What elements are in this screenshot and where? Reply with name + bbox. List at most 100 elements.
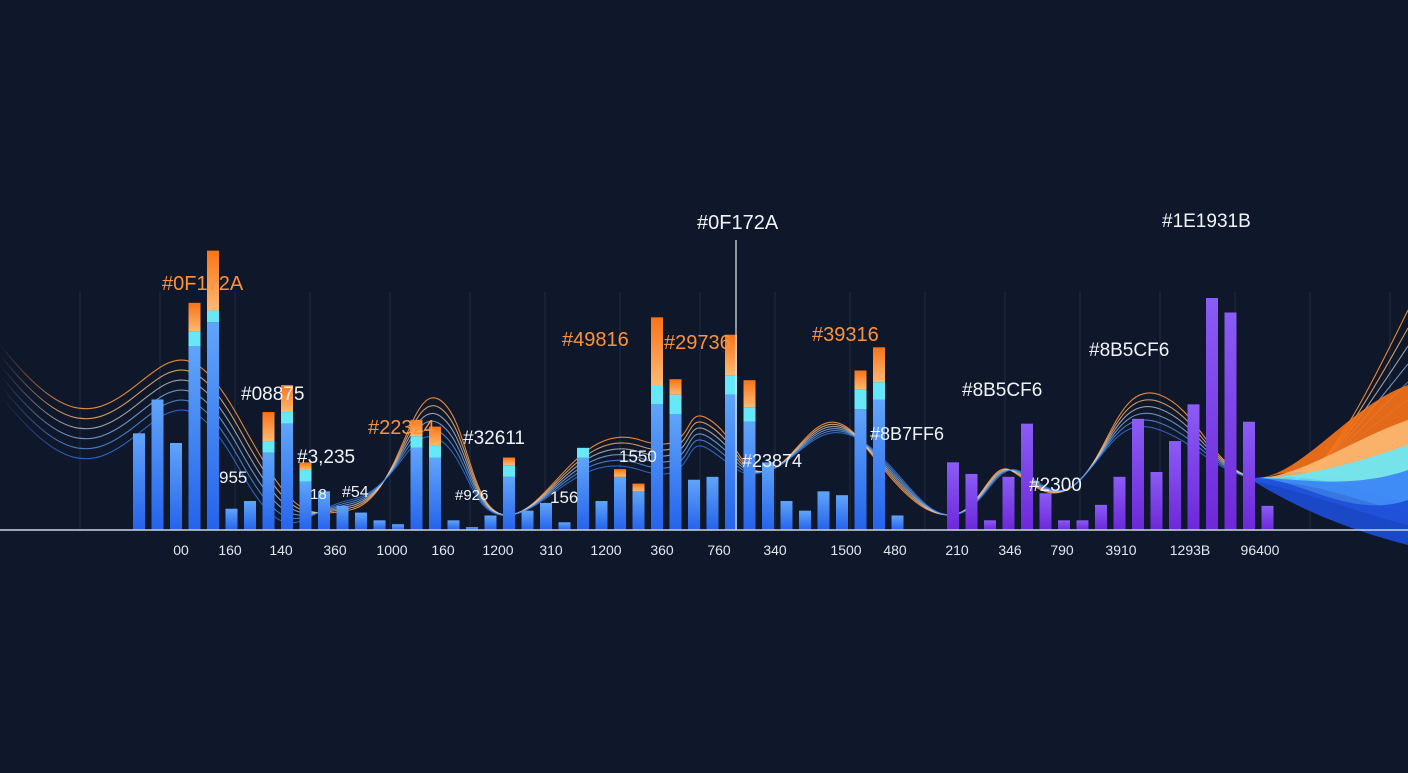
bar-segment-orange bbox=[188, 302, 201, 332]
bar bbox=[873, 399, 885, 530]
x-tick-label: 00 bbox=[173, 542, 189, 558]
bar bbox=[244, 501, 256, 530]
bar-segment-orange bbox=[262, 412, 275, 442]
bar bbox=[503, 476, 515, 530]
bar-segment-cyan bbox=[429, 445, 441, 458]
annotation-label: #23874 bbox=[742, 451, 802, 471]
bar bbox=[984, 520, 996, 530]
bar-segment-orange bbox=[743, 380, 756, 408]
bar bbox=[688, 479, 700, 530]
bar-segment-cyan bbox=[854, 389, 867, 410]
x-tick-label: 3910 bbox=[1105, 542, 1136, 558]
bar-segment-cyan bbox=[299, 470, 312, 482]
annotation-label: 1550 bbox=[619, 447, 657, 466]
bar bbox=[614, 476, 626, 530]
annotation-label: #22324 bbox=[368, 417, 435, 439]
annotation-label: #32611 bbox=[463, 428, 525, 449]
bar-segment-orange bbox=[614, 469, 626, 477]
annotation-label: #3,235 bbox=[297, 447, 355, 468]
bar bbox=[188, 346, 201, 530]
bar bbox=[577, 457, 589, 530]
bar-segment-cyan bbox=[410, 436, 423, 448]
fade-overlay bbox=[0, 280, 60, 540]
bar-segment-orange bbox=[854, 370, 867, 390]
x-tick-label: 140 bbox=[269, 542, 293, 558]
bar-segment-cyan bbox=[262, 441, 275, 453]
bar-segment-cyan bbox=[743, 407, 756, 422]
bar-segment-orange bbox=[299, 462, 312, 471]
annotation-label: #8B7FF6 bbox=[870, 424, 944, 444]
annotation-label: #29736 bbox=[664, 332, 731, 354]
bar bbox=[558, 522, 571, 530]
bar bbox=[429, 457, 441, 530]
bar bbox=[410, 447, 423, 530]
annotation-label: 18 bbox=[310, 486, 327, 503]
x-tick-label: 310 bbox=[539, 542, 563, 558]
annotation-label: #0F172A bbox=[162, 273, 244, 295]
bar bbox=[373, 520, 386, 530]
x-tick-label: 790 bbox=[1050, 542, 1074, 558]
bar bbox=[1261, 505, 1274, 530]
x-tick-label: 360 bbox=[323, 542, 347, 558]
x-axis bbox=[0, 240, 1408, 531]
bar bbox=[1021, 423, 1033, 530]
x-tick-label: 1500 bbox=[830, 542, 861, 558]
bar bbox=[262, 452, 275, 530]
bar bbox=[1076, 520, 1089, 530]
x-tick-label: 160 bbox=[218, 542, 242, 558]
x-tick-label: 1293B bbox=[1170, 542, 1210, 558]
annotation-label: #08875 bbox=[241, 384, 304, 405]
x-tick-label: 1200 bbox=[590, 542, 621, 558]
bar bbox=[743, 421, 756, 530]
annotation-label: #8B5CF6 bbox=[962, 380, 1042, 401]
bar bbox=[540, 502, 552, 530]
bar bbox=[336, 505, 349, 530]
x-tick-label: 760 bbox=[707, 542, 731, 558]
bar bbox=[854, 409, 867, 530]
bar bbox=[836, 495, 848, 530]
bar bbox=[484, 515, 497, 530]
x-tick-labels: 00 160 140 360 1000 160 1200 310 1200 360 760 340 15… bbox=[173, 542, 1279, 558]
wave-line bbox=[0, 345, 1408, 516]
bar-segment-orange bbox=[669, 379, 682, 395]
x-tick-label: 1000 bbox=[376, 542, 407, 558]
bar bbox=[965, 473, 978, 530]
bar bbox=[817, 491, 830, 530]
bar bbox=[133, 433, 145, 530]
bar bbox=[891, 515, 904, 530]
bar bbox=[1243, 421, 1255, 530]
bar bbox=[1224, 312, 1237, 530]
bar-segment-cyan bbox=[577, 447, 589, 458]
bar bbox=[299, 481, 312, 530]
bar bbox=[225, 508, 238, 530]
bar-segment-orange bbox=[281, 385, 293, 413]
bar bbox=[281, 423, 293, 530]
x-tick-label: 340 bbox=[763, 542, 787, 558]
annotation-label: #8B5CF6 bbox=[1089, 340, 1169, 361]
wave-lines bbox=[0, 280, 1408, 545]
x-tick-label: 210 bbox=[945, 542, 969, 558]
bar bbox=[1002, 476, 1015, 530]
bar-segment-cyan bbox=[651, 385, 663, 405]
annotation-label: #926 bbox=[455, 487, 488, 504]
bar bbox=[1113, 476, 1126, 530]
bar bbox=[447, 520, 460, 530]
bar bbox=[1058, 520, 1070, 530]
annotation-label: 955 bbox=[219, 468, 247, 487]
x-tick-label: 1200 bbox=[482, 542, 513, 558]
bar-segment-cyan bbox=[503, 465, 515, 477]
bar-segment-orange bbox=[207, 250, 219, 311]
x-tick-label: 360 bbox=[650, 542, 674, 558]
bar bbox=[651, 404, 663, 530]
x-tick-label: 346 bbox=[998, 542, 1022, 558]
bar bbox=[947, 462, 959, 530]
bar bbox=[207, 322, 219, 530]
bar-segment-cyan bbox=[725, 375, 737, 395]
annotation-label: 156 bbox=[550, 488, 578, 507]
bar bbox=[669, 414, 682, 530]
bar bbox=[355, 512, 367, 530]
bar bbox=[318, 491, 330, 530]
annotation-label: #2300 bbox=[1029, 475, 1082, 496]
bar bbox=[762, 462, 774, 530]
